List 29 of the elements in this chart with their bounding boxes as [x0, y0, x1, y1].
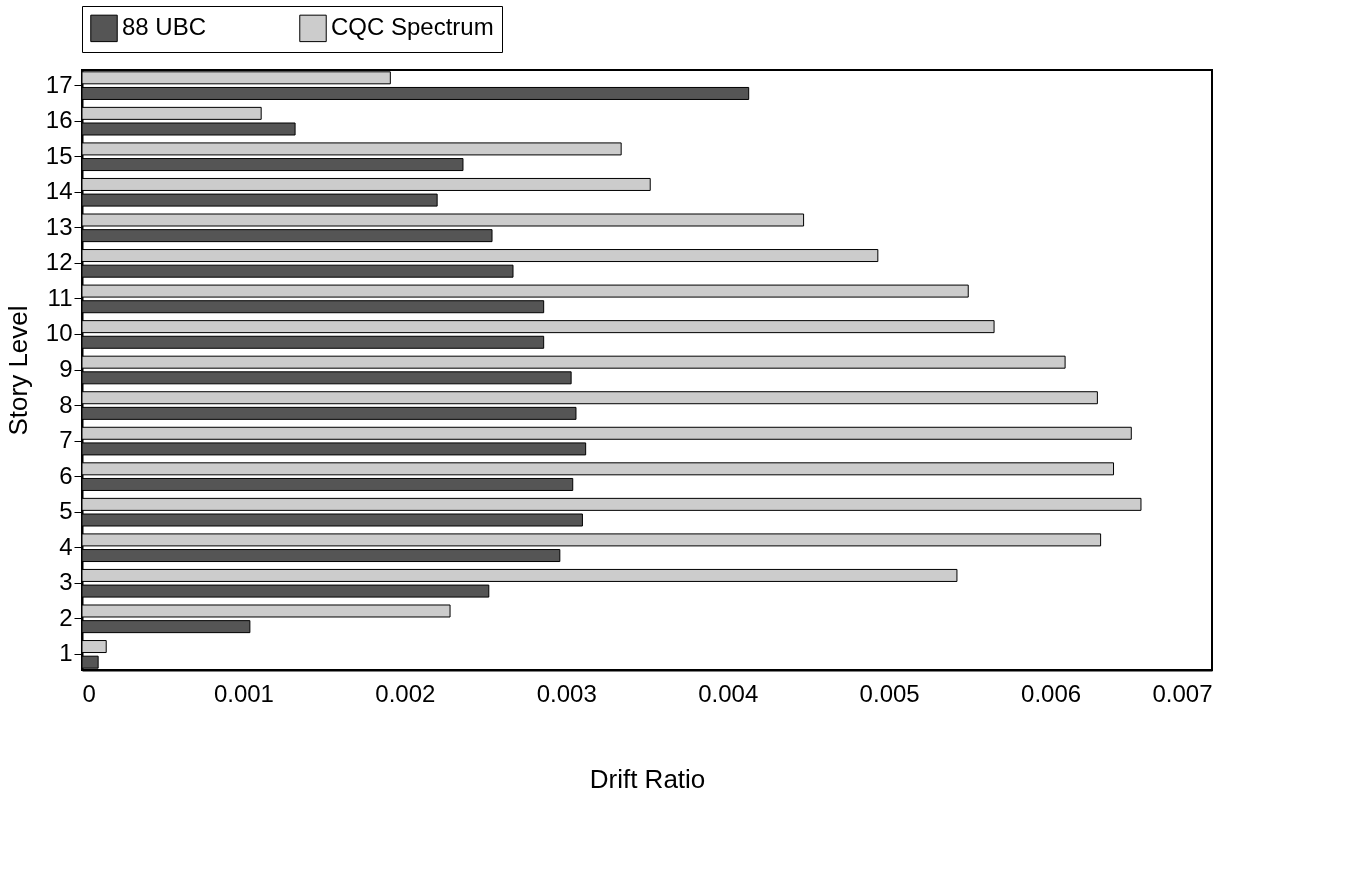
y-tick-label: 8	[59, 390, 73, 418]
y-tick-label: 7	[59, 426, 73, 454]
x-tick-label: 0.003	[536, 679, 597, 707]
y-tick-label: 1	[59, 639, 73, 667]
y-tick-label: 16	[45, 106, 73, 134]
y-tick-label: 6	[59, 461, 73, 489]
x-tick-label: 0.006	[1021, 679, 1082, 707]
y-tick-label: 13	[45, 212, 73, 240]
y-tick-label: 4	[59, 532, 73, 560]
y-tick-label: 3	[59, 568, 73, 596]
y-tick-label: 15	[45, 141, 73, 169]
x-tick-label: 0.001	[213, 679, 274, 707]
x-tick-label: 0	[82, 679, 96, 707]
x-tick-label: 0.005	[859, 679, 920, 707]
legend-label: 88 UBC	[122, 13, 207, 41]
y-tick-label: 2	[59, 603, 73, 631]
x-axis-title: Drift Ratio	[589, 763, 706, 794]
y-tick-label: 12	[45, 248, 73, 276]
y-tick-label: 10	[45, 319, 73, 347]
y-tick-label: 5	[59, 497, 73, 525]
y-axis-title: Story Level	[2, 305, 33, 436]
x-tick-label: 0.004	[698, 679, 759, 707]
x-tick-label: 0.007	[1152, 679, 1213, 707]
y-tick-label: 17	[45, 70, 73, 98]
y-tick-label: 11	[47, 283, 73, 311]
y-tick-label: 14	[45, 177, 73, 205]
x-tick-label: 0.002	[375, 679, 436, 707]
y-tick-label: 9	[59, 355, 73, 382]
legend-label: CQC Spectrum	[331, 13, 494, 41]
